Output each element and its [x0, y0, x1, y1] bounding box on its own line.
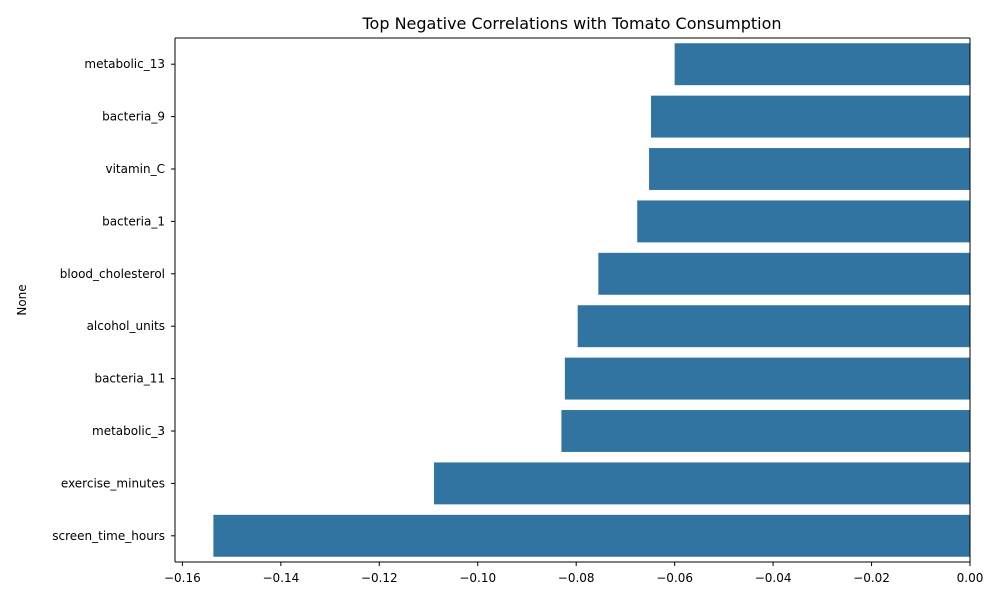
- bar-bacteria_1: [637, 200, 970, 243]
- bar-vitamin_C: [649, 148, 970, 190]
- bar-screen_time_hours: [213, 514, 970, 557]
- y-tick-label: bacteria_9: [102, 110, 165, 124]
- y-axis-label: None: [15, 284, 29, 315]
- bar-bacteria_11: [564, 357, 970, 400]
- x-tick-label: −0.12: [361, 571, 398, 585]
- x-tick-label: −0.14: [262, 571, 299, 585]
- x-tick-label: −0.06: [656, 571, 693, 585]
- x-tick-label: −0.04: [755, 571, 792, 585]
- x-tick-label: −0.02: [853, 571, 890, 585]
- bar-bacteria_9: [651, 95, 970, 138]
- bar-alcohol_units: [577, 305, 970, 348]
- x-tick-label: 0.00: [957, 571, 984, 585]
- bar-exercise_minutes: [433, 462, 970, 505]
- y-tick-label: vitamin_C: [105, 162, 165, 176]
- y-axis-ticks: metabolic_13 bacteria_9 vitamin_C bacteria_…: [52, 57, 175, 543]
- y-tick-label: alcohol_units: [87, 319, 165, 333]
- y-tick-label: metabolic_13: [84, 57, 165, 71]
- bars-group: [213, 43, 970, 557]
- bar-blood_cholesterol: [598, 252, 970, 295]
- x-tick-label: −0.16: [164, 571, 201, 585]
- chart-title: Top Negative Correlations with Tomato Co…: [361, 14, 781, 33]
- x-axis-ticks: −0.16 −0.14 −0.12 −0.10 −0.08 −0.06 −0.04 −0.02…: [164, 562, 983, 585]
- y-tick-label: exercise_minutes: [61, 476, 165, 490]
- bar-metabolic_3: [561, 410, 970, 452]
- y-tick-label: screen_time_hours: [52, 529, 165, 543]
- x-tick-label: −0.08: [558, 571, 595, 585]
- y-tick-label: bacteria_11: [94, 372, 165, 386]
- y-tick-label: bacteria_1: [102, 214, 165, 228]
- bar-metabolic_13: [674, 43, 970, 86]
- y-tick-label: metabolic_3: [92, 424, 165, 438]
- x-tick-label: −0.10: [459, 571, 496, 585]
- y-tick-label: blood_cholesterol: [60, 267, 165, 281]
